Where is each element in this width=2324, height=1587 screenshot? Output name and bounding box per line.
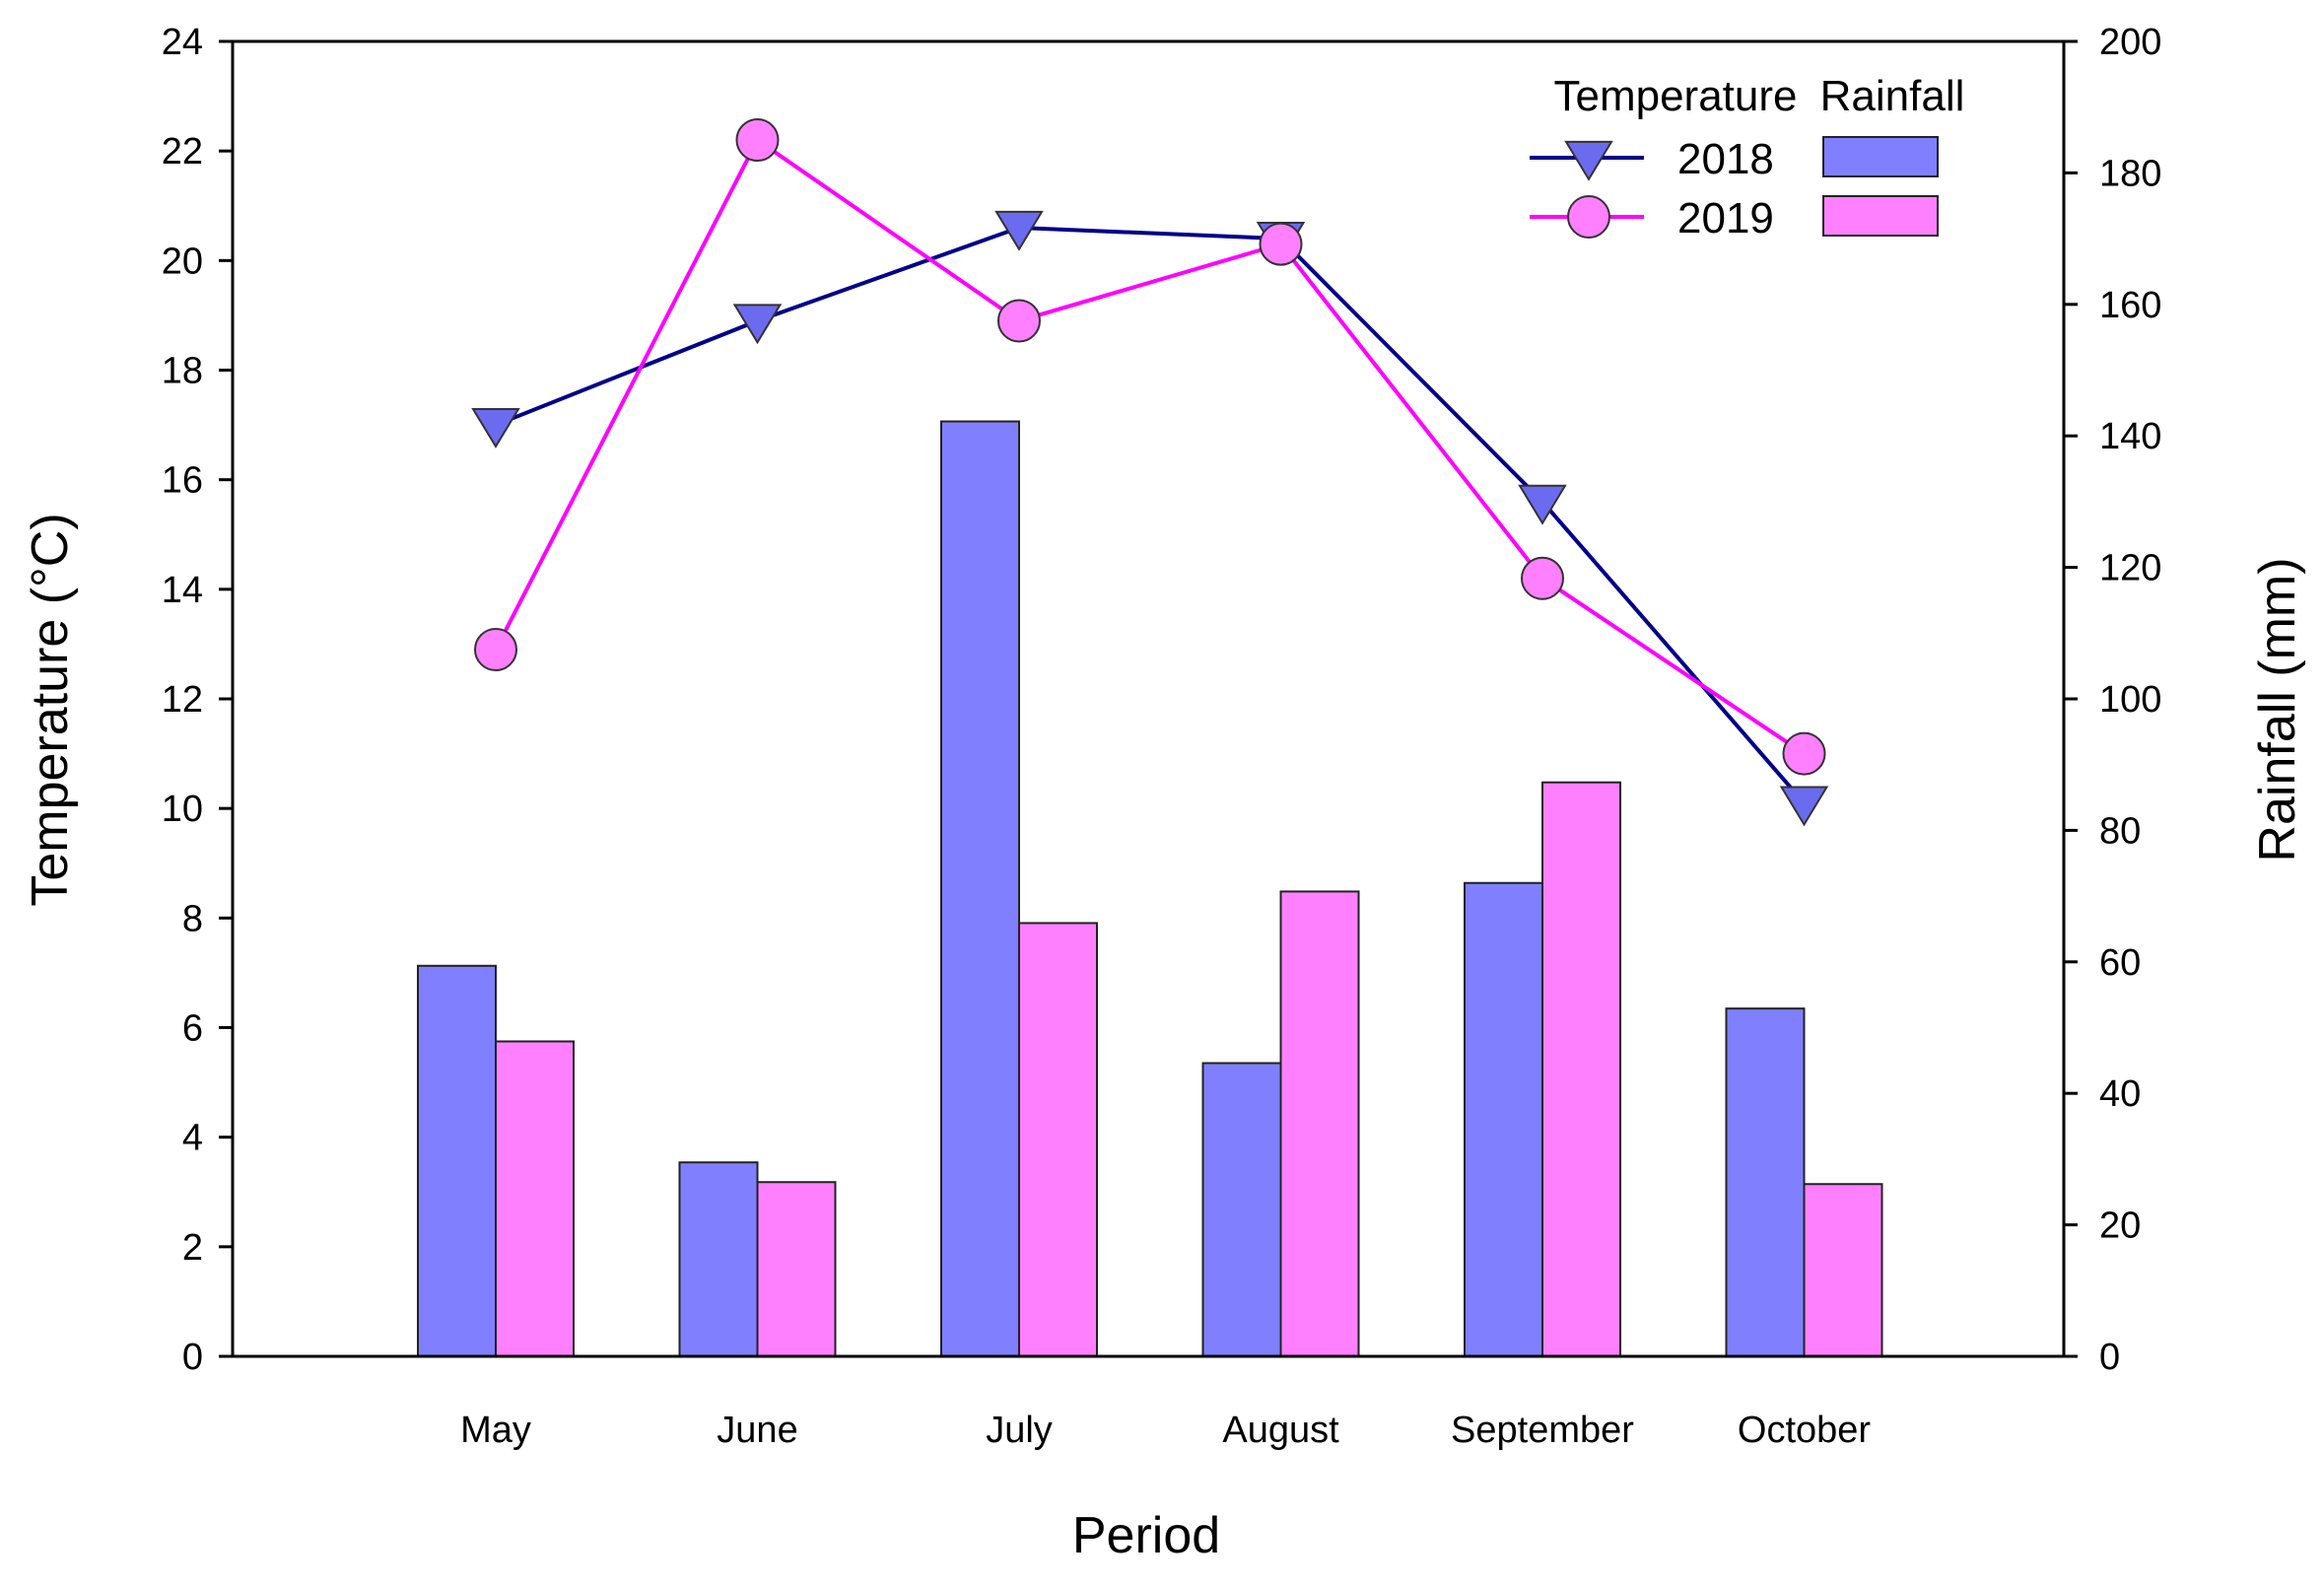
y-right-tick-label: 80 (2099, 810, 2141, 852)
y-right-tick-label: 60 (2099, 942, 2141, 984)
temperature-point-2019-may (474, 627, 517, 671)
temperature-point-2018-july (994, 210, 1044, 251)
y-left-tick-label: 4 (182, 1118, 203, 1159)
y-right-axis-title: Rainfall (mm) (2249, 557, 2306, 862)
axes: 0246810121416182022240204060801001201401… (162, 22, 2162, 1451)
y-right-tick-label: 100 (2099, 679, 2161, 721)
y-left-tick-label: 24 (162, 22, 203, 63)
y-left-tick-label: 10 (162, 789, 203, 830)
x-tick-label-july: July (986, 1410, 1053, 1451)
temperature-point-2018-october (1779, 786, 1829, 827)
legend: Temperature Rainfall 2018 2019 (1530, 72, 1964, 242)
rainfall-bar-2019-august (1279, 890, 1360, 1358)
rainfall-bar-2018-july (940, 420, 1020, 1357)
temperature-point-2019-june (735, 118, 780, 163)
x-tick-label-may: May (460, 1410, 531, 1451)
y-left-tick-label: 8 (182, 898, 203, 939)
rainfall-bar-2019-september (1541, 781, 1621, 1357)
temperature-point-2018-september (1518, 484, 1567, 525)
y-right-tick-label: 140 (2099, 416, 2161, 457)
y-right-tick-label: 120 (2099, 548, 2161, 589)
temperature-lines (471, 118, 1829, 827)
y-left-tick-label: 2 (182, 1227, 203, 1269)
rainfall-bar-2018-september (1464, 881, 1543, 1357)
rainfall-bar-2018-october (1725, 1007, 1806, 1357)
x-tick-label-june: June (717, 1410, 797, 1451)
y-right-tick-label: 40 (2099, 1073, 2141, 1115)
rainfall-bar-2019-july (1018, 922, 1098, 1358)
x-tick-label-october: October (1738, 1410, 1872, 1451)
rainfall-bar-2018-august (1201, 1062, 1282, 1357)
legend-rainfall-header: Rainfall (1820, 72, 1965, 120)
legend-rainfall-swatch-2019 (1822, 195, 1939, 237)
rainfall-bar-2018-may (417, 964, 497, 1357)
rainfall-bar-2019-june (756, 1181, 837, 1357)
y-right-tick-label: 20 (2099, 1206, 2141, 1247)
legend-temperature-header: Temperature (1553, 72, 1797, 120)
x-axis-title: Period (1072, 1507, 1220, 1564)
temperature-point-2019-july (997, 299, 1041, 343)
y-left-tick-label: 0 (182, 1337, 203, 1378)
y-left-tick-label: 16 (162, 460, 203, 502)
temperature-line-2019 (494, 137, 1806, 756)
temperature-point-2019-september (1521, 556, 1564, 600)
y-left-tick-label: 12 (162, 679, 203, 721)
legend-marker-2018 (1564, 140, 1613, 181)
legend-label-2019: 2019 (1677, 194, 1774, 242)
rainfall-bar-2018-june (678, 1161, 759, 1357)
temperature-point-2019-august (1259, 222, 1303, 266)
y-left-tick-label: 20 (162, 241, 203, 282)
temperature-line-2018 (495, 225, 1807, 804)
y-left-axis-title: Temperature (°C) (22, 513, 79, 906)
rainfall-bars (417, 420, 1883, 1358)
y-left-tick-label: 22 (162, 131, 203, 172)
legend-marker-2019 (1567, 195, 1610, 239)
legend-label-2018: 2018 (1677, 135, 1774, 183)
y-left-tick-label: 14 (162, 570, 203, 611)
x-tick-label-september: September (1451, 1410, 1634, 1451)
rainfall-bar-2019-october (1803, 1183, 1883, 1357)
temperature-point-2019-october (1782, 731, 1826, 776)
temperature-point-2018-june (732, 304, 783, 345)
legend-rainfall-swatch-2018 (1822, 136, 1939, 177)
y-right-tick-label: 180 (2099, 153, 2161, 194)
y-left-tick-label: 18 (162, 351, 203, 392)
y-right-tick-label: 0 (2099, 1337, 2120, 1378)
y-left-tick-label: 6 (182, 1008, 203, 1050)
temperature-point-2018-may (471, 407, 520, 448)
y-right-tick-label: 160 (2099, 285, 2161, 326)
y-right-tick-label: 200 (2099, 22, 2161, 63)
x-tick-label-august: August (1222, 1410, 1339, 1451)
rainfall-bar-2019-may (495, 1040, 575, 1357)
